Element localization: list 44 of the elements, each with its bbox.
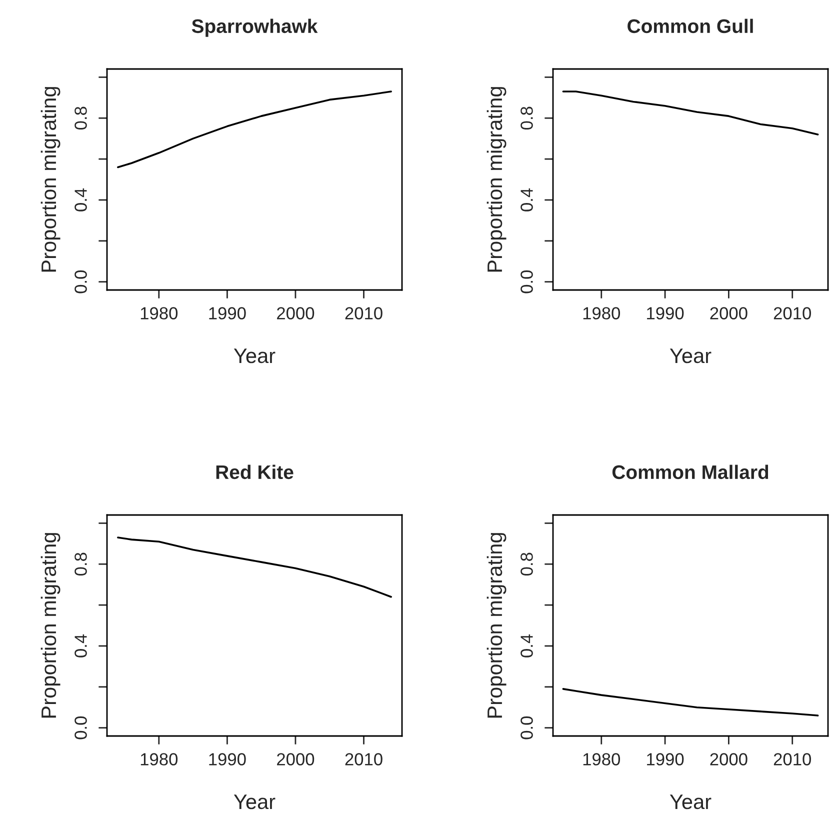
x-tick-label: 1980	[583, 307, 620, 320]
x-tick-label: 1990	[647, 753, 684, 766]
y-axis-title: Proportion migrating	[486, 533, 506, 718]
chart-title: Common Gull	[628, 18, 753, 34]
x-tick-label: 2000	[710, 753, 748, 766]
chart-title: Sparrowhawk	[192, 18, 318, 37]
x-tick-label: 1980	[140, 753, 178, 766]
y-tick-label: 0.0	[74, 716, 87, 740]
x-axis-title: Year	[670, 794, 712, 810]
x-tick-label: 1990	[209, 307, 246, 320]
line-series	[562, 688, 819, 716]
x-tick-label: 1980	[140, 307, 178, 320]
y-tick-label: 0.8	[520, 552, 533, 576]
y-tick-label: 0.4	[74, 188, 87, 212]
y-tick-label: 0.4	[520, 634, 533, 658]
y-tick-label: 0.8	[74, 552, 87, 576]
y-tick-label: 0.8	[74, 106, 87, 130]
x-tick-label: 1990	[209, 753, 246, 766]
x-axis-title: Year	[234, 348, 276, 364]
y-tick-label: 0.0	[520, 270, 533, 294]
x-tick-label: 2000	[277, 307, 314, 320]
chart-title: Red Kite	[216, 464, 294, 480]
y-axis-title: Proportion migrating	[40, 533, 60, 718]
line-series	[562, 90, 819, 136]
y-tick-label: 0.0	[74, 270, 87, 294]
x-axis-title: Year	[670, 348, 712, 364]
y-axis-title: Proportion migrating	[486, 87, 506, 272]
y-axis-title: Proportion migrating	[40, 87, 60, 272]
y-tick-label: 0.0	[520, 716, 533, 740]
line-series	[117, 90, 392, 168]
x-tick-label: 2000	[710, 307, 748, 320]
y-tick-label: 0.4	[74, 634, 87, 658]
x-axis-title: Year	[234, 794, 276, 810]
line-series	[117, 536, 392, 598]
x-tick-label: 1990	[647, 307, 684, 320]
x-tick-label: 2000	[277, 753, 314, 766]
x-tick-label: 2010	[345, 753, 382, 766]
x-tick-label: 1980	[583, 753, 620, 766]
x-tick-label: 2010	[774, 307, 811, 320]
x-tick-label: 2010	[774, 753, 811, 766]
x-tick-label: 2010	[345, 307, 382, 320]
y-tick-label: 0.4	[520, 188, 533, 212]
chart-title: Common Mallard	[612, 464, 768, 480]
y-tick-label: 0.8	[520, 106, 533, 130]
